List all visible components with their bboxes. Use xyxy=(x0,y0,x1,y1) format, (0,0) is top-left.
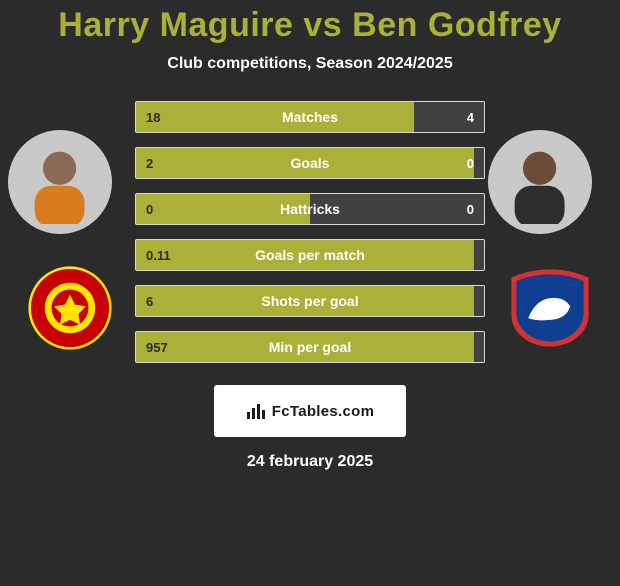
stat-left-value: 957 xyxy=(136,332,474,362)
stat-row: 0.11Goals per match xyxy=(135,239,485,271)
stat-right-value xyxy=(474,332,484,362)
stat-left-value: 6 xyxy=(136,286,474,316)
stat-row: 20Goals xyxy=(135,147,485,179)
club2-badge xyxy=(508,266,592,350)
stat-right-value xyxy=(474,240,484,270)
stat-right-value xyxy=(474,286,484,316)
stat-right-value: 0 xyxy=(310,194,484,224)
branding-text: FcTables.com xyxy=(272,403,375,420)
chart-icon xyxy=(246,401,266,421)
stats-table: 184Matches 20Goals 00Hattricks 0.11Goals pe… xyxy=(135,101,485,363)
title-p1: Harry Maguire xyxy=(58,6,293,44)
title-p2: Ben Godfrey xyxy=(352,6,562,44)
stat-row: 00Hattricks xyxy=(135,193,485,225)
stat-right-value: 0 xyxy=(474,148,484,178)
footer-date: 24 february 2025 xyxy=(0,453,620,471)
stat-right-value: 4 xyxy=(414,102,484,132)
subtitle: Club competitions, Season 2024/2025 xyxy=(0,55,620,73)
player1-photo xyxy=(8,130,112,234)
title-vs: vs xyxy=(293,6,352,44)
stat-row: 184Matches xyxy=(135,101,485,133)
stat-left-value: 18 xyxy=(136,102,414,132)
stat-row: 6Shots per goal xyxy=(135,285,485,317)
player2-photo xyxy=(488,130,592,234)
club1-badge xyxy=(28,266,112,350)
stat-left-value: 2 xyxy=(136,148,474,178)
branding-badge: FcTables.com xyxy=(214,385,406,437)
stat-left-value: 0.11 xyxy=(136,240,474,270)
stat-row: 957Min per goal xyxy=(135,331,485,363)
page-title: Harry Maguire vs Ben Godfrey xyxy=(0,6,620,45)
stat-left-value: 0 xyxy=(136,194,310,224)
